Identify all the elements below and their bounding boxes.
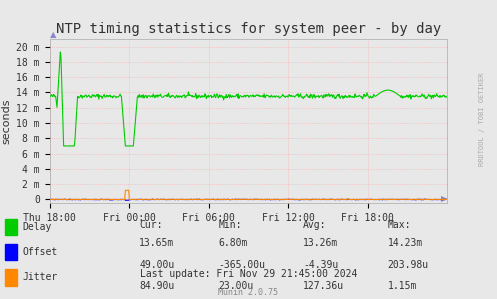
Y-axis label: seconds: seconds bbox=[1, 98, 11, 144]
Text: 13.65m: 13.65m bbox=[139, 238, 174, 248]
Text: Min:: Min: bbox=[219, 220, 242, 230]
Text: 23.00u: 23.00u bbox=[219, 281, 254, 292]
Text: 49.00u: 49.00u bbox=[139, 260, 174, 270]
Text: 13.26m: 13.26m bbox=[303, 238, 338, 248]
Text: 14.23m: 14.23m bbox=[388, 238, 423, 248]
Text: 1.15m: 1.15m bbox=[388, 281, 417, 292]
Text: 84.90u: 84.90u bbox=[139, 281, 174, 292]
Text: 203.98u: 203.98u bbox=[388, 260, 429, 270]
Text: -365.00u: -365.00u bbox=[219, 260, 266, 270]
Text: Cur:: Cur: bbox=[139, 220, 163, 230]
Text: Offset: Offset bbox=[22, 247, 58, 257]
Title: NTP timing statistics for system peer - by day: NTP timing statistics for system peer - … bbox=[56, 22, 441, 36]
Text: Max:: Max: bbox=[388, 220, 411, 230]
Text: Last update: Fri Nov 29 21:45:00 2024: Last update: Fri Nov 29 21:45:00 2024 bbox=[140, 269, 357, 279]
Text: ▶: ▶ bbox=[441, 194, 447, 203]
Text: Delay: Delay bbox=[22, 222, 52, 232]
Text: RRDTOOL / TOBI OETIKER: RRDTOOL / TOBI OETIKER bbox=[479, 73, 485, 166]
Text: -4.39u: -4.39u bbox=[303, 260, 338, 270]
Text: 127.36u: 127.36u bbox=[303, 281, 344, 292]
Text: Jitter: Jitter bbox=[22, 272, 58, 283]
Text: Avg:: Avg: bbox=[303, 220, 327, 230]
Bar bbox=[5, 269, 17, 286]
Bar bbox=[5, 244, 17, 260]
Text: ▲: ▲ bbox=[50, 30, 56, 39]
Text: Munin 2.0.75: Munin 2.0.75 bbox=[219, 288, 278, 297]
Text: 6.80m: 6.80m bbox=[219, 238, 248, 248]
Bar bbox=[5, 219, 17, 235]
